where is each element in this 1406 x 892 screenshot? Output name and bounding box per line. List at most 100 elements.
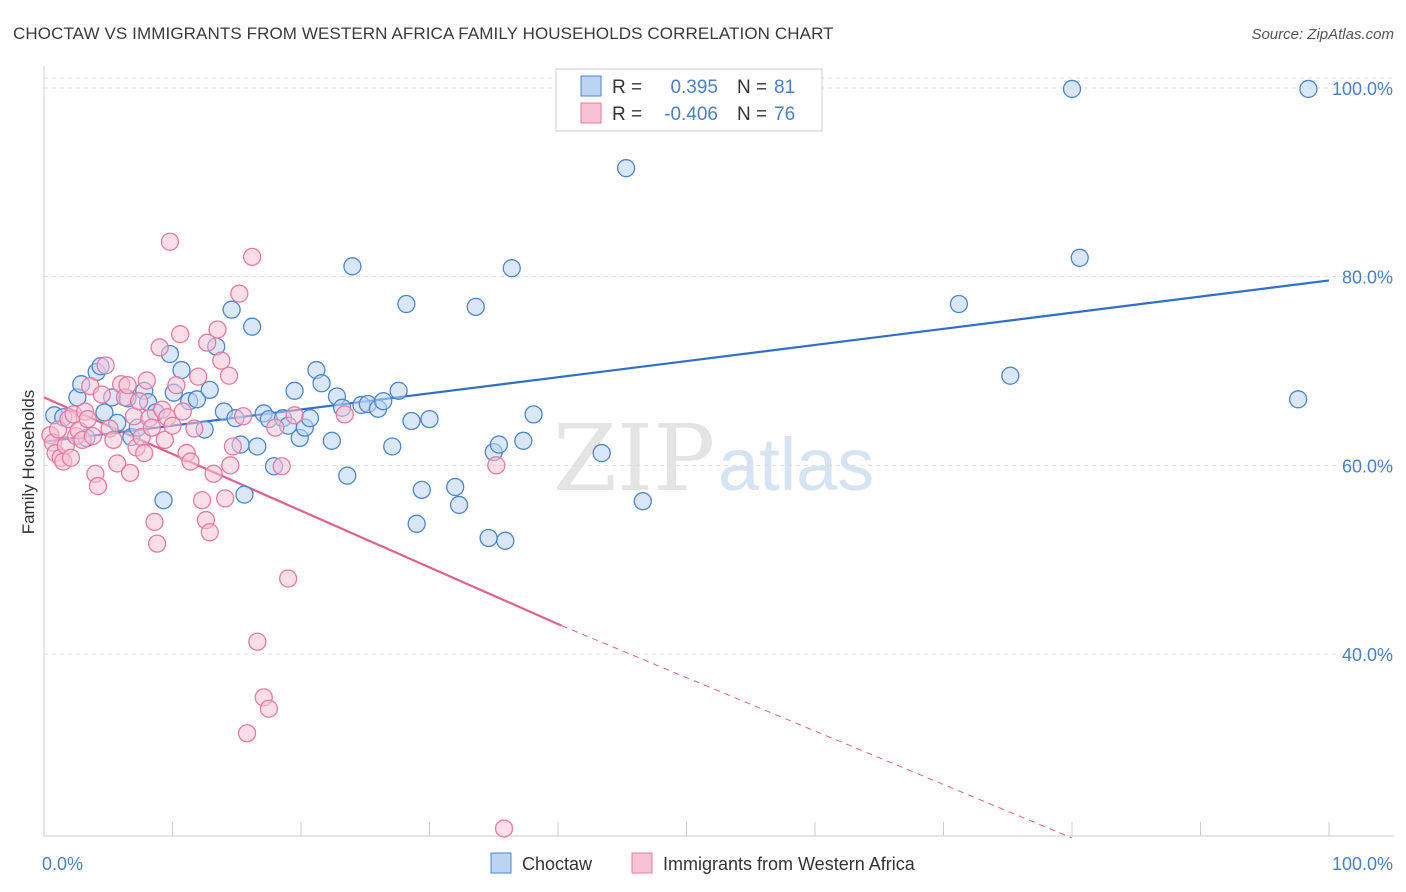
point-immigrants [248,632,267,651]
point-immigrants [129,392,149,411]
chart-title: CHOCTAW VS IMMIGRANTS FROM WESTERN AFRIC… [13,24,834,43]
point-immigrants [266,418,285,437]
point-immigrants [494,819,514,838]
legend-n-label-2: N = [737,104,767,125]
point-choctaw [479,528,498,548]
point-immigrants [189,367,208,386]
point-immigrants [145,512,164,532]
point-immigrants [272,457,291,476]
bottom-legend-swatch-choctaw [490,852,512,874]
point-choctaw [514,431,533,450]
point-choctaw [248,437,267,456]
point-choctaw [187,390,207,409]
y-tick-label: 60.0% [1342,456,1393,476]
point-immigrants [147,534,167,553]
point-immigrants [237,724,257,743]
point-immigrants [173,402,192,421]
chart-source: Source: ZipAtlas.com [1251,26,1394,43]
point-immigrants [200,523,219,542]
point-immigrants [124,407,144,426]
grid [44,77,1394,655]
bottom-legend-label-immigrants: Immigrants from Western Africa [663,854,916,874]
x-tick-label: 0.0% [42,854,83,874]
point-immigrants [135,443,154,463]
point-choctaw [338,466,357,485]
correlation-legend: R = 0.395 N = 81 R = -0.406 N = 76 [555,68,823,132]
point-choctaw [1289,390,1308,409]
point-choctaw [1062,79,1082,99]
point-immigrants [192,491,212,510]
data-points [41,79,1318,838]
point-immigrants [83,426,102,446]
point-choctaw [633,492,652,511]
point-immigrants [150,338,169,357]
point-choctaw [466,297,485,317]
legend-swatch-blue [580,75,602,97]
point-immigrants [230,284,249,303]
watermark-atlas: atlas [718,423,874,506]
legend-n-value-pink: 76 [774,104,795,125]
point-immigrants [234,407,253,426]
point-immigrants [78,409,97,429]
point-immigrants [104,430,123,450]
point-immigrants [167,375,186,395]
point-immigrants [335,405,354,424]
point-choctaw [1070,248,1089,267]
point-immigrants [181,452,200,471]
point-immigrants [223,437,243,456]
point-choctaw [502,259,521,278]
point-choctaw [616,159,636,178]
point-choctaw [243,317,262,336]
point-immigrants [198,333,217,352]
trend-extension-immigrants [561,625,1073,839]
point-immigrants [92,385,111,404]
point-immigrants [216,489,235,508]
point-immigrants [221,456,240,475]
point-choctaw [154,491,173,510]
point-choctaw [489,435,509,454]
point-choctaw [1299,79,1318,99]
point-immigrants [208,320,227,339]
point-choctaw [285,381,304,400]
point-choctaw [446,477,465,497]
legend-r-value-blue: 0.395 [670,77,718,98]
point-immigrants [285,406,304,425]
watermark: ZIP atlas [553,405,874,512]
trend-lines [43,279,1330,839]
point-immigrants [278,569,298,588]
point-immigrants [61,448,81,467]
point-choctaw [343,257,362,276]
x-tick-label: 100.0% [1332,854,1393,874]
watermark-zip: ZIP [553,405,715,512]
point-immigrants [155,430,174,450]
legend-r-label-2: R = [612,104,642,125]
point-immigrants [118,375,137,395]
axes: 40.0% 60.0% 80.0% 100.0% 0.0% 100.0% [42,66,1394,874]
point-immigrants [142,418,162,437]
point-choctaw [496,531,515,550]
point-choctaw [300,409,320,428]
legend-swatch-pink [580,102,602,124]
point-choctaw [407,514,426,533]
point-choctaw [172,360,191,380]
y-axis-title: Family Households [19,390,38,535]
point-choctaw [389,381,408,400]
point-immigrants [137,371,156,390]
point-choctaw [949,294,969,314]
point-choctaw [312,374,331,393]
y-tick-label: 40.0% [1342,645,1393,665]
point-immigrants [219,366,239,385]
legend-n-value-blue: 81 [774,77,795,98]
point-immigrants [163,416,182,435]
point-immigrants [171,325,190,344]
point-choctaw [374,392,393,411]
point-choctaw [200,380,219,400]
point-immigrants [108,454,127,473]
point-immigrants [88,476,108,496]
point-choctaw [412,480,431,500]
legend-r-value-pink: -0.406 [664,104,718,125]
point-choctaw [420,409,439,429]
point-immigrants [212,351,231,370]
y-tick-label: 100.0% [1332,79,1393,99]
point-immigrants [96,356,115,375]
